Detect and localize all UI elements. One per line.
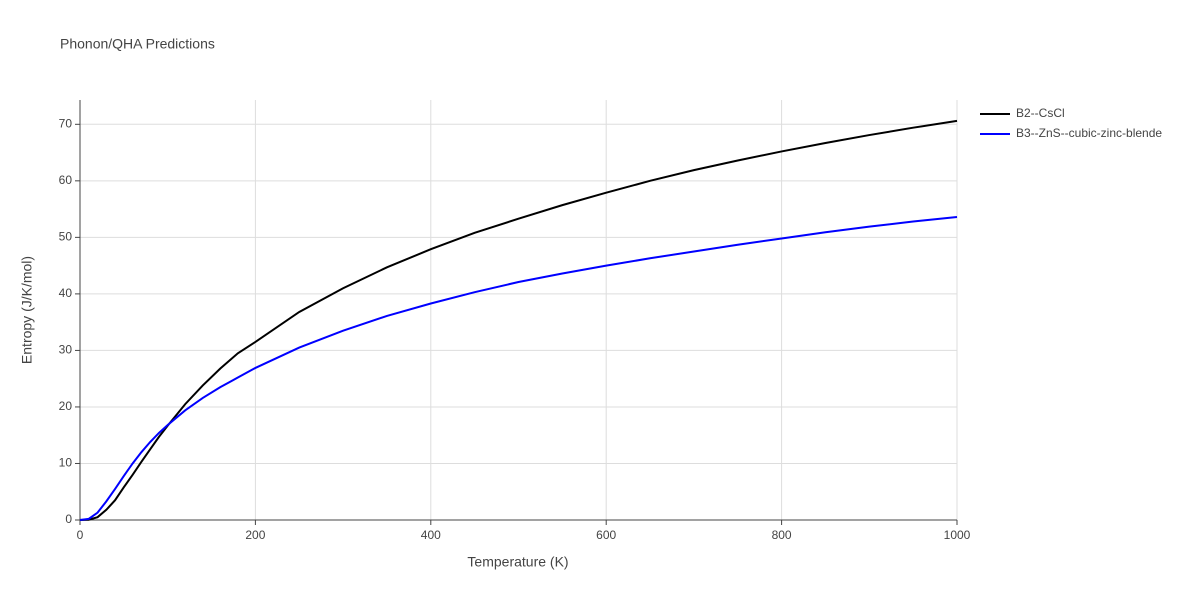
y-tick-label: 60 bbox=[59, 173, 73, 187]
x-tick-label: 1000 bbox=[944, 528, 971, 542]
y-tick-label: 40 bbox=[59, 286, 73, 300]
x-tick-label: 600 bbox=[596, 528, 616, 542]
chart-title: Phonon/QHA Predictions bbox=[60, 36, 215, 52]
series-line bbox=[79, 216, 958, 521]
x-tick-label: 200 bbox=[245, 528, 265, 542]
y-tick-label: 10 bbox=[59, 456, 73, 470]
x-tick-label: 800 bbox=[772, 528, 792, 542]
x-axis-label: Temperature (K) bbox=[467, 554, 568, 570]
y-tick-label: 20 bbox=[59, 399, 73, 413]
y-tick-label: 50 bbox=[59, 230, 73, 244]
y-axis-label: Entropy (J/K/mol) bbox=[19, 256, 35, 364]
y-tick-label: 30 bbox=[59, 343, 73, 357]
y-tick-label: 0 bbox=[65, 512, 72, 526]
y-tick-label: 70 bbox=[59, 116, 73, 130]
x-tick-label: 0 bbox=[77, 528, 84, 542]
series-line bbox=[79, 119, 958, 521]
x-tick-label: 400 bbox=[421, 528, 441, 542]
legend-label: B2--CsCl bbox=[1016, 106, 1065, 120]
legend-label: B3--ZnS--cubic-zinc-blende bbox=[1016, 126, 1162, 140]
